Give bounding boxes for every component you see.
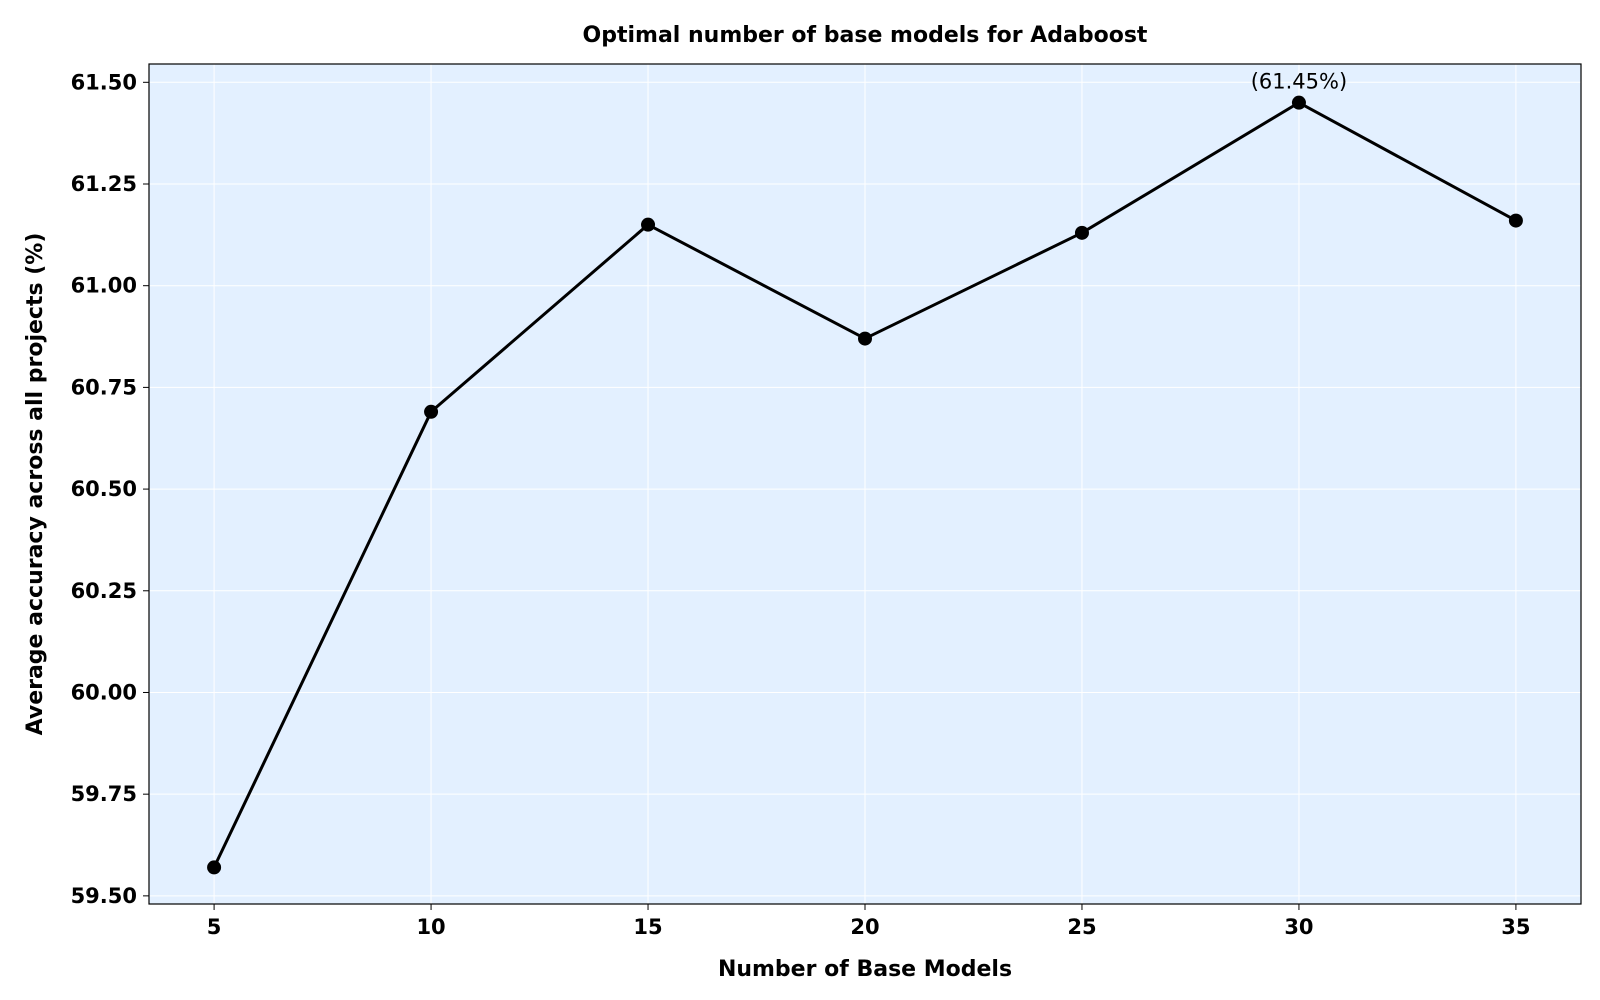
y-tick-label: 61.25 [71,172,137,196]
x-tick-label: 15 [633,915,662,939]
y-tick-label: 60.75 [71,375,137,399]
data-point-30 [1291,95,1306,110]
data-point-20 [858,331,872,346]
y-tick-label: 60.00 [71,680,137,704]
plot-frame [148,63,1582,905]
peak-annotation-label: (61.45%) [1251,70,1347,94]
data-point-10 [424,404,439,419]
x-axis-ticks: 5 10 15 20 25 30 35 [207,904,1531,939]
data-point-25 [1074,225,1089,240]
y-tick-label: 61.50 [71,70,137,94]
x-tick-label: 5 [207,915,222,939]
y-tick-label: 60.25 [71,579,137,603]
grid-lines [149,64,1581,904]
series-line-group [207,95,1523,875]
y-tick-label: 61.00 [71,274,137,298]
data-point-15 [641,217,656,232]
x-tick-label: 20 [850,915,879,939]
annotation-group: (61.45%) [1251,70,1347,94]
y-axis-label: Average accuracy across all projects (%) [23,233,48,736]
chart-title: Optimal number of base models for Adaboo… [583,23,1148,48]
y-tick-label: 59.50 [71,884,137,908]
y-tick-label: 60.50 [71,477,137,501]
y-tick-label: 59.75 [71,782,137,806]
x-axis-label: Number of Base Models [718,957,1012,982]
x-tick-label: 30 [1284,915,1313,939]
x-tick-label: 10 [416,915,445,939]
data-point-35 [1508,213,1523,228]
y-axis-ticks: 59.50 59.75 60.00 60.25 60.50 60.75 61.00 61.25… [71,70,149,908]
data-point-5 [207,860,222,875]
x-tick-label: 35 [1501,915,1530,939]
x-tick-label: 25 [1067,915,1096,939]
